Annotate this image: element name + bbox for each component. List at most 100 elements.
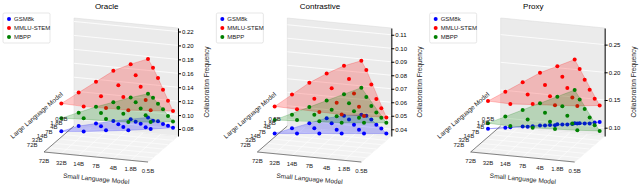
point [508, 124, 512, 128]
x-tick-label: 4B [536, 165, 543, 171]
z-tick-label: 0.25 [609, 42, 621, 48]
point [330, 108, 334, 112]
point [342, 92, 346, 96]
point [352, 123, 356, 127]
point [364, 68, 368, 72]
z-tick-mark [391, 35, 394, 36]
point [307, 105, 311, 109]
z-tick: 0.20 [178, 43, 194, 49]
point [374, 97, 378, 101]
x-tick-label: 0.5B [355, 168, 367, 174]
z-tick-label: 0.16 [182, 71, 194, 77]
point [560, 75, 564, 79]
point [161, 107, 165, 111]
z-tick-label: 0.04 [395, 127, 407, 133]
z-tick-label: 0.06 [395, 100, 407, 106]
z-tick-label: 0.07 [395, 86, 407, 92]
point [538, 71, 542, 75]
point [374, 111, 378, 115]
legend-label: MBPP [14, 34, 31, 40]
point [503, 126, 507, 130]
point [553, 127, 557, 131]
grid-line [501, 35, 605, 45]
legend: GSM8kMMLU-STEMMBPP [3, 13, 50, 43]
point [166, 114, 170, 118]
legend-marker [220, 26, 224, 30]
z-tick: 0.10 [391, 46, 407, 52]
point [104, 128, 108, 132]
x-tick-label: 72B [252, 158, 263, 164]
point [121, 125, 125, 129]
grid-line [74, 49, 178, 59]
grid-line [74, 35, 178, 45]
x-tick-label: 14B [73, 161, 84, 167]
point [508, 102, 512, 106]
plot-area [59, 57, 175, 134]
floor-grid [272, 139, 376, 149]
z-tick: 0.10 [605, 125, 621, 131]
z-tick-mark [605, 100, 608, 101]
z-axis: 0.080.100.120.140.160.180.200.22 [178, 29, 194, 137]
point [156, 76, 160, 80]
x-tick-label: 7B [92, 163, 99, 169]
floor-grid [277, 135, 381, 145]
grid-line [74, 21, 178, 31]
y-axis-title: Large Language Model [222, 90, 278, 140]
legend-label: GSM8k [227, 16, 248, 22]
point [295, 131, 299, 135]
z-tick: 0.08 [178, 126, 194, 132]
surface [488, 60, 600, 106]
point [126, 120, 130, 124]
legend-marker [7, 26, 11, 30]
chart-figure: 0.080.100.120.140.160.180.200.2272B32B14… [0, 0, 640, 188]
floor-edge [257, 126, 361, 162]
point [307, 121, 311, 125]
point [116, 122, 120, 126]
point [94, 80, 98, 84]
point [171, 126, 175, 130]
point [503, 90, 507, 94]
x-tick-label: 7B [519, 163, 526, 169]
legend-box [430, 13, 477, 43]
z-tick-mark [391, 48, 394, 49]
point [335, 128, 339, 132]
point [99, 111, 103, 115]
floor-grid [481, 143, 585, 153]
point [273, 131, 277, 135]
legend-marker [7, 17, 11, 21]
z-tick-label: 0.22 [182, 29, 194, 35]
point [77, 111, 81, 115]
point [521, 108, 525, 112]
z-tick-mark [605, 45, 608, 46]
point [362, 121, 366, 125]
point [593, 97, 597, 101]
point [598, 103, 602, 107]
floor-grid [69, 130, 173, 140]
grid-line [287, 25, 391, 35]
point [578, 98, 582, 102]
point [379, 126, 383, 130]
point [134, 73, 138, 77]
point [340, 121, 344, 125]
point [543, 111, 547, 115]
chart-title: Contrastive [300, 2, 341, 11]
point [77, 91, 81, 95]
point [325, 99, 329, 103]
y-axis-title: Large Language Model [9, 90, 65, 140]
point [116, 83, 120, 87]
z-tick: 0.12 [178, 99, 194, 105]
point [486, 99, 490, 103]
y-tick-label: 0.5B [55, 116, 67, 122]
legend-marker [7, 35, 11, 39]
legend-label: MBPP [227, 34, 244, 40]
point [593, 123, 597, 127]
z-tick-mark [178, 73, 181, 74]
panel: 0.040.050.060.070.080.090.100.1172B32B14… [216, 2, 424, 186]
z-tick: 0.05 [391, 113, 407, 119]
point [139, 85, 143, 89]
point [531, 126, 535, 130]
point [588, 88, 592, 92]
point [146, 92, 150, 96]
legend-box [216, 13, 263, 43]
z-tick-mark [178, 129, 181, 130]
